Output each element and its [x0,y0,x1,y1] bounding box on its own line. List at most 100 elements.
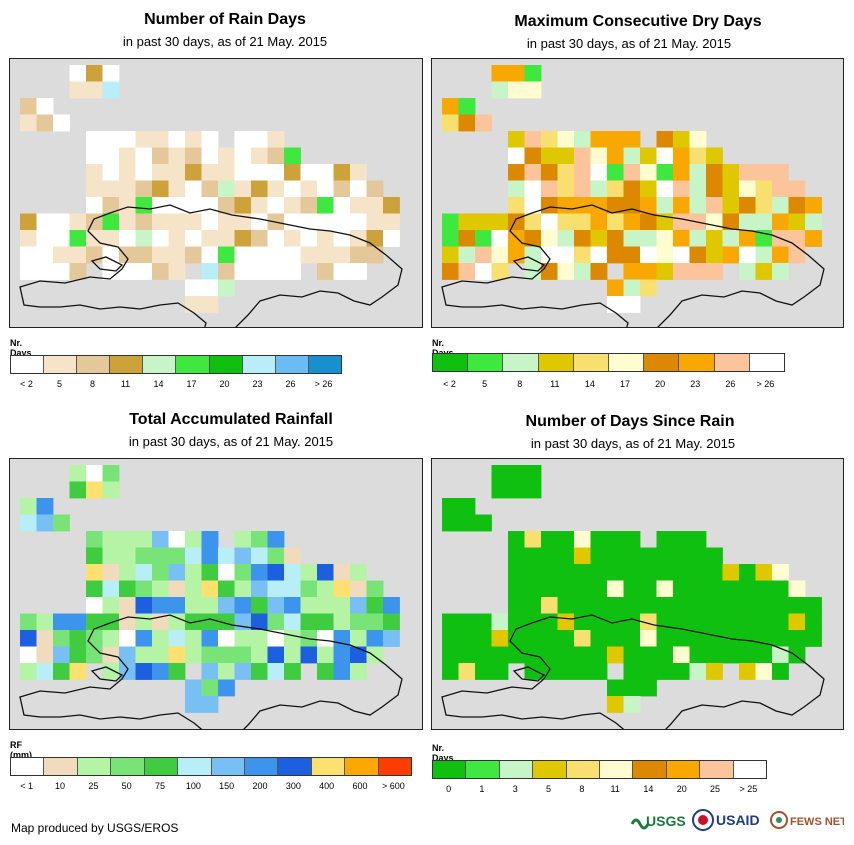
grid-cell [475,613,492,631]
grid-cell [53,246,70,264]
grid-cell [102,246,120,264]
fewsnet-logo[interactable]: FEWS NET [770,806,847,834]
grid-cell [689,180,707,198]
grid-cell [152,646,169,664]
grid-cell [656,547,674,565]
grid-cell [755,164,773,181]
legend-swatch [211,758,245,775]
grid-cell [119,597,136,614]
grid-cell [69,65,87,82]
legend-swatch [433,354,469,371]
grid-cell [623,580,641,598]
grid-cell [350,197,367,214]
legend-swatch [566,761,601,778]
grid-cell [574,197,591,214]
grid-cell [673,147,690,165]
grid-cell [317,597,334,614]
grid-cell [185,646,202,664]
grid-cell [590,547,608,565]
grid-cell [475,646,492,664]
grid-cell [234,147,252,165]
grid-cell [218,246,235,264]
grid-cell [218,263,235,280]
grid-cell [317,580,334,598]
grid-cell [69,246,87,264]
grid-cell [267,646,285,664]
grid-cell [508,613,525,631]
grid-cell [656,164,674,181]
grid-cell [805,630,822,647]
usgs-logo[interactable]: USGS [630,806,686,834]
grid-cell [722,230,740,247]
map-days-since-rain[interactable] [431,458,844,730]
grid-cell [366,230,384,247]
map-accum-rainfall[interactable] [9,458,423,730]
usaid-logo[interactable]: USAID [716,806,768,834]
grid-cell [152,564,169,581]
map-dry-days[interactable] [431,58,844,328]
grid-cell [524,481,542,499]
grid-cell [640,547,657,565]
grid-cell [508,197,525,214]
grid-cell [524,531,542,548]
grid-cell [201,246,219,264]
grid-cell [201,197,219,214]
grid-cell [541,646,558,664]
legend-swatch [503,354,539,371]
grid-cell [135,646,153,664]
grid-cell [772,663,789,680]
grid-cell [267,147,285,165]
grid-cell [20,663,37,680]
grid-cell [201,180,219,198]
map-rain-days[interactable] [9,58,423,328]
grid-cell [69,230,87,247]
legend-swatch [733,761,767,778]
grid-cell [119,246,136,264]
grid-cell [383,213,400,231]
grid-cell [36,646,54,664]
grid-cell [251,531,268,548]
grid-cell [607,246,624,264]
grid-cell [69,81,87,99]
grid-cell [656,230,674,247]
grid-cell [168,597,186,614]
grid-cell [86,630,103,647]
grid-cell [152,580,169,598]
grid-cell [574,630,591,647]
grid-cell [267,197,285,214]
grid-cell [86,613,103,631]
grid-cell [640,263,657,280]
grid-cell [333,663,351,680]
grid-cell [656,630,674,647]
grid-cell [284,630,301,647]
grid-cell [755,246,773,264]
grid-cell [218,564,235,581]
grid-cell [755,263,773,280]
grid-cell [508,597,525,614]
grid-cell [557,197,575,214]
grid-cell [20,630,37,647]
grid-cell [442,646,459,664]
grid-cell [86,564,103,581]
legend-swatch [749,354,785,371]
grid-cell [201,597,219,614]
grid-cell [508,630,525,647]
panel-title: Maximum Consecutive Dry Days [514,13,762,30]
legend-swatch [573,354,610,371]
grid-cell [102,613,120,631]
grid-cell [656,597,674,614]
grid-cell [135,547,153,565]
grid-cell [20,263,37,280]
grid-cell [20,213,37,231]
grid-cell [623,213,641,231]
grid-cell [491,465,509,482]
grid-cell [557,646,575,664]
grid-cell [69,465,87,482]
legend-label: 8 [579,784,585,794]
grid-cell [623,613,641,631]
grid-cell [20,646,37,664]
grid-cell [524,580,542,598]
grid-cell [656,131,674,148]
grid-cell [623,547,641,565]
grid-cell [267,547,285,565]
